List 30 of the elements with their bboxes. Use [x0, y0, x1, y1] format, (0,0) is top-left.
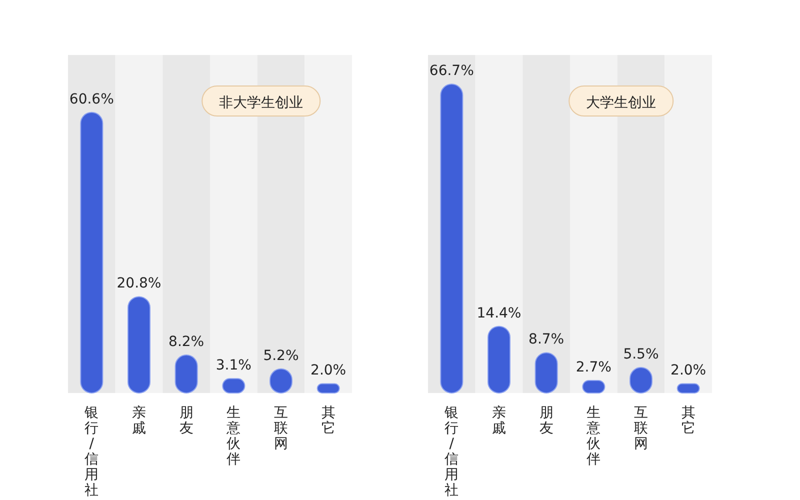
data-label: 2.0% [310, 362, 346, 379]
data-label: 14.4% [476, 305, 522, 322]
data-label: 8.2% [168, 334, 204, 350]
x-tick-label: 其它 [321, 405, 336, 436]
bar [316, 383, 340, 394]
x-tick-label: 亲戚 [132, 405, 146, 436]
bar [488, 326, 510, 394]
x-tick-label: 生意伙伴 [226, 405, 241, 468]
x-tick-label: 互联网 [274, 405, 288, 452]
x-tick-label: 互联网 [634, 405, 648, 452]
x-tick-label: 银行/信用社 [84, 405, 99, 498]
data-label: 60.6% [69, 91, 114, 108]
bar [676, 383, 700, 394]
data-label: 20.8% [116, 276, 162, 292]
data-label: 8.7% [528, 332, 564, 348]
x-tick-label: 朋友 [179, 405, 194, 436]
x-tick-label: 其它 [681, 405, 696, 436]
text: 非大学生创业 [219, 95, 304, 111]
x-tick-label: 朋友 [539, 405, 554, 436]
text: 大学生创业 [586, 95, 656, 111]
bar [128, 296, 150, 394]
x-tick-label: 亲戚 [492, 405, 506, 436]
data-label: 5.2% [263, 348, 299, 364]
data-label: 3.1% [216, 358, 252, 374]
data-label: 2.7% [576, 360, 612, 376]
x-tick-label: 银行/信用社 [444, 405, 459, 498]
x-tick-label: 生意伙伴 [586, 405, 601, 468]
data-label: 66.7% [429, 63, 474, 80]
data-label: 5.5% [623, 346, 659, 363]
data-label: 2.0% [670, 362, 706, 379]
